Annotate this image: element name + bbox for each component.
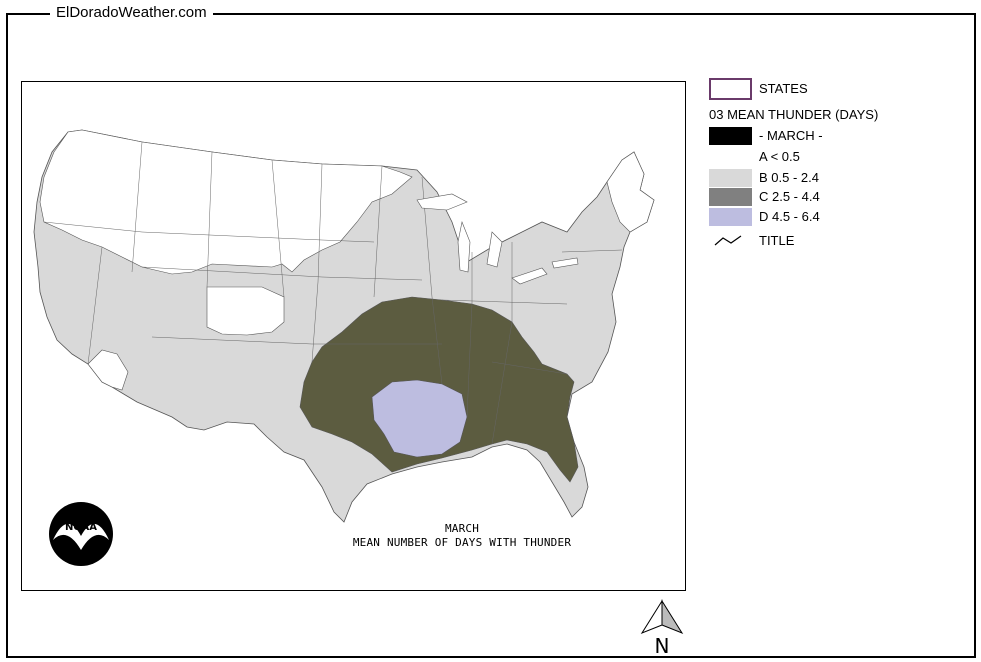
site-title: ElDoradoWeather.com bbox=[50, 3, 213, 23]
title-label: TITLE bbox=[759, 233, 795, 248]
class-c-swatch bbox=[709, 188, 752, 206]
class-c-label: C 2.5 - 4.4 bbox=[759, 189, 820, 204]
outer-frame bbox=[6, 13, 976, 658]
great-lakes bbox=[416, 193, 579, 285]
north-label: N bbox=[655, 634, 670, 657]
layer-title-text: 03 MEAN THUNDER (DAYS) bbox=[709, 107, 879, 122]
us-thunder-map bbox=[33, 129, 655, 523]
zone-a-colorado bbox=[206, 286, 285, 336]
state-lines bbox=[43, 141, 623, 445]
caption-description: MEAN NUMBER OF DAYS WITH THUNDER bbox=[352, 536, 572, 549]
class-b-swatch bbox=[709, 169, 752, 187]
states-swatch bbox=[709, 78, 752, 100]
class-b-label: B 0.5 - 2.4 bbox=[759, 170, 819, 185]
north-arrow-icon: N bbox=[636, 597, 688, 662]
zone-d-delta bbox=[371, 379, 468, 458]
class-d-label: D 4.5 - 6.4 bbox=[759, 209, 820, 224]
states-label: STATES bbox=[759, 81, 808, 96]
caption-month: MARCH bbox=[444, 522, 480, 535]
title-line-icon bbox=[714, 235, 742, 246]
month-swatch bbox=[709, 127, 752, 145]
class-d-swatch bbox=[709, 208, 752, 226]
noaa-logo-text: NOAA bbox=[65, 522, 97, 533]
map-panel: NOAA MARCH MEAN NUMBER OF DAYS WITH THUN… bbox=[21, 81, 686, 591]
map-caption: MARCH MEAN NUMBER OF DAYS WITH THUNDER bbox=[312, 522, 612, 550]
zone-a-northeast bbox=[606, 151, 655, 233]
month-label: - MARCH - bbox=[759, 128, 823, 143]
class-a-swatch bbox=[709, 148, 752, 166]
noaa-logo: NOAA bbox=[47, 500, 115, 573]
class-a-label: A < 0.5 bbox=[759, 149, 800, 164]
zone-a-socal bbox=[87, 349, 129, 391]
